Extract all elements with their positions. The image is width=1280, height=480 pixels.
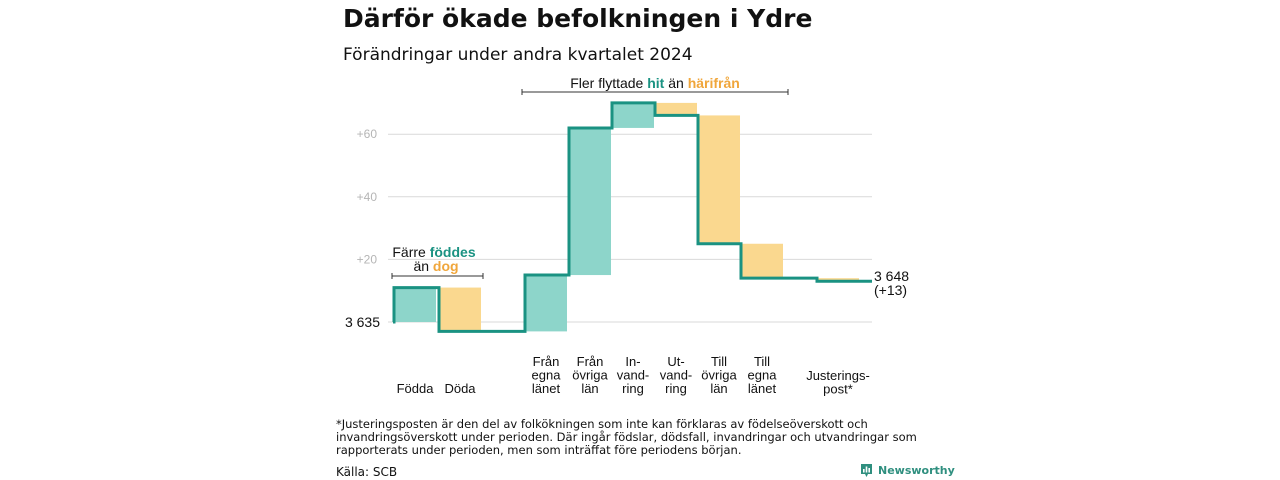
category-label: Från övriga län: [572, 354, 608, 396]
waterfall-bar: [525, 275, 567, 332]
category-label: Ut-vand-ring: [660, 354, 693, 396]
category-label: Justerings-post*: [806, 368, 870, 397]
births-annotation-line2: än dog: [413, 258, 458, 274]
source-text: Källa: SCB: [336, 465, 398, 479]
chart-title: Därför ökade befolkningen i Ydre: [343, 4, 813, 33]
category-label: Från egna länet: [532, 354, 562, 396]
births-annotation-line1: Färre föddes: [392, 244, 475, 260]
end-change-label: (+13): [874, 282, 907, 298]
waterfall-bar: [612, 102, 654, 128]
bar-chart-icon: [861, 464, 872, 477]
waterfall-line: [392, 101, 872, 333]
waterfall-bar: [394, 287, 436, 322]
waterfall-bar: [698, 115, 740, 244]
category-label: Till övriga län: [701, 354, 737, 396]
waterfall-bar: [569, 127, 611, 276]
y-tick-label: +40: [357, 190, 378, 204]
category-label: Födda: [397, 381, 435, 396]
waterfall-bar: [741, 243, 783, 279]
category-label: Till egna länet: [748, 354, 778, 396]
brand-logo[interactable]: Newsworthy: [860, 463, 955, 478]
waterfall-bar: [655, 102, 697, 116]
waterfall-bar: [817, 278, 859, 282]
end-value-label: 3 648: [874, 268, 909, 284]
category-label: Döda: [444, 381, 476, 396]
start-value-label: 3 635: [345, 314, 380, 330]
footnote: *Justeringsposten är den del av folkökni…: [336, 417, 917, 457]
waterfall-chart: +20 +40 +60 Födda Döda Från egna länet Från övrig…: [345, 75, 909, 397]
migration-annotation: Fler flyttade hit än härifrån: [570, 75, 740, 91]
y-tick-label: +60: [357, 127, 378, 141]
y-tick-label: +20: [357, 252, 378, 266]
waterfall-bar: [439, 287, 481, 332]
brand-name: Newsworthy: [878, 464, 955, 477]
chart-subtitle: Förändringar under andra kvartalet 2024: [343, 45, 693, 65]
category-label: In-vand-ring: [617, 354, 650, 396]
